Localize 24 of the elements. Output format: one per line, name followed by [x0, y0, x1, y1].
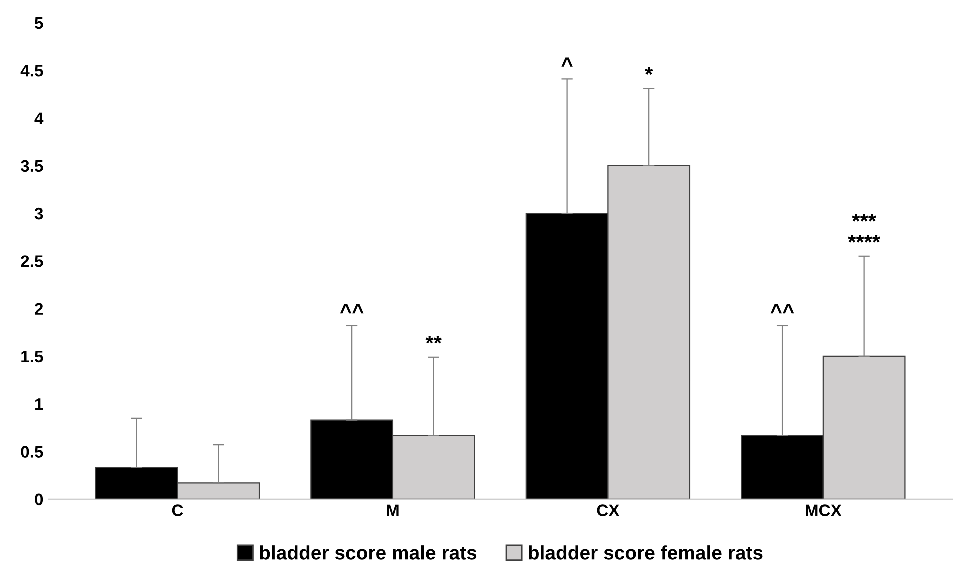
y-tick-label: 3 [34, 208, 44, 220]
legend-label: bladder score male rats [260, 546, 477, 560]
annotation: *** [852, 214, 876, 222]
y-tick-label: 4.5 [20, 65, 44, 77]
x-tick-label: C [172, 504, 184, 516]
legend-label: bladder score female rats [529, 546, 763, 560]
annotation: ^ [562, 58, 573, 67]
y-tick-label: 0.5 [21, 446, 44, 458]
annotation: ^^ [340, 304, 364, 314]
x-tick-label: CX [597, 504, 620, 516]
x-tick-label: MCX [806, 504, 842, 516]
y-tick-label: 2.5 [21, 256, 44, 268]
x-tick-label: M [387, 504, 399, 516]
y-tick-label: 1.5 [22, 351, 44, 363]
annotation: ** [426, 336, 442, 344]
annotation: * [645, 67, 654, 76]
y-tick-label: 3.5 [20, 160, 44, 172]
text: **** [848, 234, 881, 243]
y-tick-label: 0 [35, 494, 44, 506]
annotation: ^^ [770, 304, 794, 314]
y-tick-label: 4 [34, 112, 44, 124]
y-tick-label: 2 [35, 303, 44, 315]
y-tick-label: 1 [36, 398, 44, 410]
y-tick-label: 5 [34, 18, 44, 30]
